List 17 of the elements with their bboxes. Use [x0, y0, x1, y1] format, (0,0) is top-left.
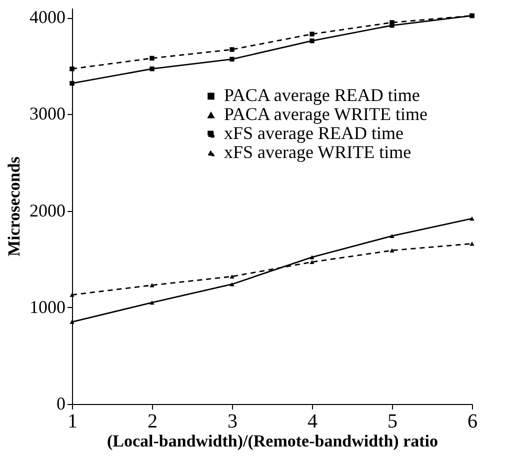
legend-label: PACA average READ time — [224, 85, 420, 106]
x-axis-title: (Local-bandwidth)/(Remote-bandwidth) ratio — [106, 432, 438, 450]
x-tick-label: 1 — [68, 410, 78, 432]
x-tick-label: 4 — [308, 410, 318, 432]
y-tick-label: 3000 — [30, 104, 66, 124]
y-tick-label: 0 — [56, 394, 66, 414]
x-tick-label: 5 — [388, 410, 398, 432]
y-axis-title: Microseconds — [4, 156, 24, 256]
legend-label: xFS average WRITE time — [224, 142, 412, 162]
x-tick-label: 3 — [228, 410, 238, 432]
legend-label: PACA average WRITE time — [224, 104, 428, 124]
legend-label: xFS average READ time — [224, 123, 404, 144]
x-tick-label: 2 — [148, 410, 158, 432]
y-tick-label: 4000 — [30, 7, 66, 28]
x-tick-label: 6 — [468, 410, 478, 432]
y-tick-label: 2000 — [30, 200, 66, 220]
y-tick-label: 1000 — [30, 296, 66, 317]
